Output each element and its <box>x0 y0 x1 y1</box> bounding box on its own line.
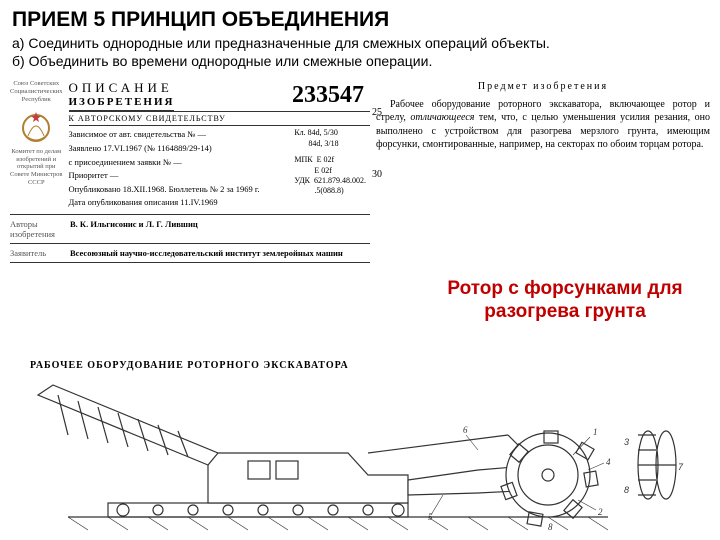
emblem-caption-bottom: Комитет по делам изобретений и открытий … <box>10 148 63 187</box>
class-udk: УДК 621.879.48.002. .5(088.8) <box>294 176 366 197</box>
claim-box: Предмет изобретения 25 30 Рабочее оборуд… <box>376 80 710 265</box>
svg-text:6: 6 <box>463 425 468 435</box>
svg-text:8: 8 <box>624 485 629 495</box>
patent-document: Союз Советских Социалистических Республи… <box>10 80 370 265</box>
svg-text:1: 1 <box>593 427 598 437</box>
drawing-title: РАБОЧЕЕ ОБОРУДОВАНИЕ РОТОРНОГО ЭКСКАВАТО… <box>30 360 349 371</box>
page-title: ПРИЕМ 5 ПРИНЦИП ОБЪЕДИНЕНИЯ <box>12 8 708 32</box>
subtitle-b: б) Объединить во времени однородные или … <box>12 52 708 70</box>
svg-text:7: 7 <box>678 462 684 472</box>
claim-body: 25 30 Рабочее оборудование роторного экс… <box>376 98 710 152</box>
field-pubdate: Дата опубликования описания 11.IV.1969 <box>69 196 371 210</box>
svg-text:4: 4 <box>606 457 611 467</box>
claim-title: Предмет изобретения <box>376 80 710 94</box>
class-kl: Кл. 84d, 5/30 84d, 3/18 <box>294 128 366 149</box>
certificate-line: К АВТОРСКОМУ СВИДЕТЕЛЬСТВУ <box>69 112 371 126</box>
emblem-caption-top: Союз Советских Социалистических Республи… <box>10 80 63 103</box>
applicant-value: Всесоюзный научно-исследовательский инст… <box>70 248 343 258</box>
class-mpk: МПК E 02f E 02f <box>294 155 366 176</box>
svg-text:2: 2 <box>598 507 603 517</box>
line-number-30: 30 <box>358 168 382 182</box>
applicant-label: Заявитель <box>10 248 60 258</box>
svg-text:5: 5 <box>428 512 433 522</box>
authors-value: В. К. Ильгисонис и Л. Г. Лившиц <box>70 219 198 239</box>
patent-word-description: ОПИСАНИЕ <box>69 80 175 96</box>
authors-label: Авторы изобретения <box>10 219 60 239</box>
excavator-drawing: 1 4 2 6 5 8 3 8 7 <box>8 375 712 535</box>
rotor-label: Ротор с форсунками для разогрева грунта <box>430 278 700 324</box>
ussr-emblem-icon <box>16 106 56 146</box>
svg-text:8: 8 <box>548 522 553 532</box>
line-number-25: 25 <box>358 106 382 120</box>
patent-word-invention: ИЗОБРЕТЕНИЯ <box>69 96 175 111</box>
subtitle-a: а) Соединить однородные или предназначен… <box>12 34 708 52</box>
svg-text:3: 3 <box>624 437 629 447</box>
